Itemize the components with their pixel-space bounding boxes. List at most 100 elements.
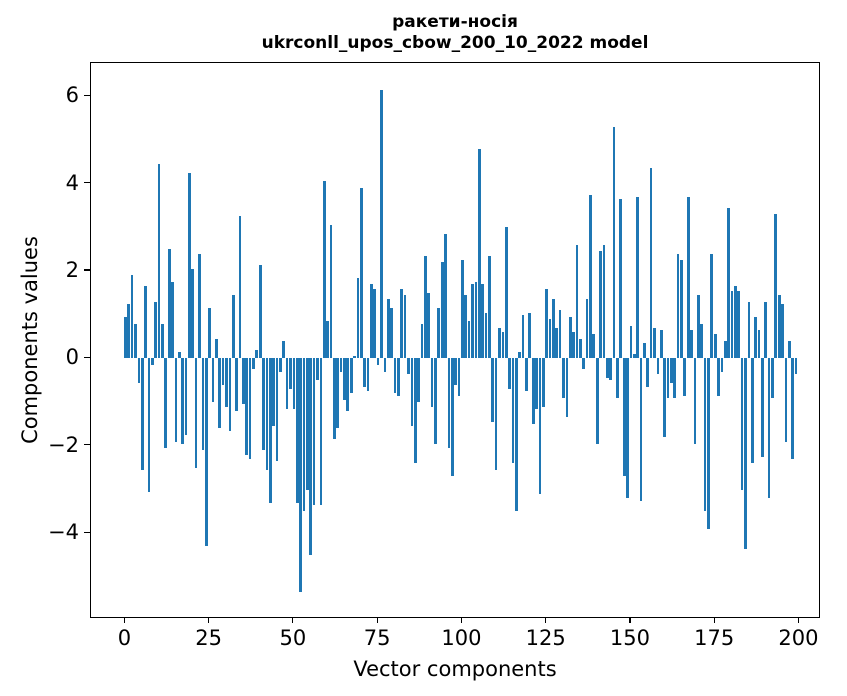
- x-tick-label: 125: [525, 626, 566, 650]
- bar: [511, 358, 515, 464]
- chart-title: ракети-носія ukrconll_upos_cbow_200_10_2…: [90, 12, 820, 54]
- bar: [225, 358, 228, 407]
- bar: [332, 358, 336, 440]
- bar: [632, 354, 636, 359]
- plot-area: [90, 62, 820, 618]
- bar: [407, 358, 410, 374]
- bar: [457, 358, 461, 396]
- bar: [794, 358, 798, 374]
- bar: [329, 225, 333, 359]
- bar: [346, 358, 350, 411]
- bar: [410, 358, 414, 427]
- y-tick-mark: [84, 94, 90, 96]
- bar: [447, 358, 451, 449]
- bar: [184, 358, 188, 435]
- bar: [707, 358, 710, 529]
- bar: [201, 358, 205, 451]
- bar: [349, 358, 353, 394]
- bar: [231, 295, 235, 359]
- bar: [491, 358, 495, 422]
- bar: [147, 358, 151, 492]
- bar: [461, 260, 464, 359]
- bar: [750, 358, 754, 464]
- bar: [339, 358, 343, 372]
- bar: [326, 321, 329, 359]
- chart-title-line2: ukrconll_upos_cbow_200_10_2022 model: [261, 33, 649, 53]
- bar: [124, 316, 127, 359]
- bar: [737, 290, 741, 359]
- bar: [319, 358, 323, 505]
- bar: [191, 268, 195, 359]
- x-tick-label: 50: [279, 626, 307, 650]
- bar: [777, 295, 781, 359]
- bar: [784, 358, 788, 442]
- bar: [221, 358, 225, 385]
- bar: [639, 358, 643, 501]
- bar: [292, 358, 296, 409]
- bar: [568, 316, 572, 359]
- bar: [430, 358, 434, 407]
- bar: [484, 312, 488, 359]
- bar: [279, 358, 282, 372]
- bar: [376, 358, 380, 366]
- bar: [710, 253, 714, 359]
- bar: [309, 358, 313, 556]
- bar: [558, 310, 562, 359]
- bar: [626, 358, 629, 499]
- bar: [306, 358, 309, 490]
- bar: [353, 356, 356, 359]
- bar: [727, 207, 730, 359]
- bar: [690, 330, 693, 359]
- bar: [188, 172, 191, 359]
- x-tick-mark: [460, 618, 462, 623]
- x-tick-mark: [123, 618, 125, 623]
- bar: [572, 332, 575, 359]
- bar: [552, 299, 555, 359]
- x-tick-label: 100: [441, 626, 482, 650]
- y-tick-mark: [84, 531, 90, 533]
- bar: [541, 358, 545, 407]
- bar: [241, 358, 245, 405]
- bar: [528, 312, 532, 359]
- bar: [127, 303, 131, 359]
- bar: [787, 341, 791, 359]
- bar: [403, 295, 407, 359]
- bar: [585, 299, 589, 359]
- bar: [636, 196, 639, 359]
- x-tick-mark: [713, 618, 715, 623]
- bar: [255, 349, 259, 359]
- bar: [312, 358, 316, 505]
- bar: [258, 264, 262, 359]
- bar: [686, 196, 690, 359]
- x-tick-mark: [292, 618, 294, 623]
- bar: [322, 181, 326, 359]
- bar: [427, 292, 431, 359]
- bar: [649, 168, 653, 359]
- bar: [268, 358, 272, 503]
- bar: [177, 351, 181, 359]
- bar: [245, 358, 249, 455]
- bar: [420, 323, 424, 359]
- bar: [680, 260, 683, 359]
- bar: [211, 358, 215, 403]
- bar: [275, 358, 279, 462]
- bar: [508, 358, 511, 390]
- bar: [299, 358, 302, 593]
- bar: [717, 358, 720, 396]
- y-tick-mark: [84, 182, 90, 184]
- bar: [488, 255, 491, 359]
- chart-title-line1: ракети-носія: [392, 12, 518, 32]
- bar: [619, 198, 623, 359]
- bar: [228, 358, 232, 431]
- x-tick-mark: [545, 618, 547, 623]
- bar: [363, 358, 366, 387]
- y-tick-label: 2: [65, 258, 79, 283]
- bar: [670, 358, 673, 383]
- bar: [764, 301, 768, 359]
- y-tick-mark: [84, 269, 90, 271]
- bar: [494, 358, 498, 470]
- bar: [579, 338, 582, 359]
- bar: [252, 358, 255, 370]
- bar: [747, 301, 751, 359]
